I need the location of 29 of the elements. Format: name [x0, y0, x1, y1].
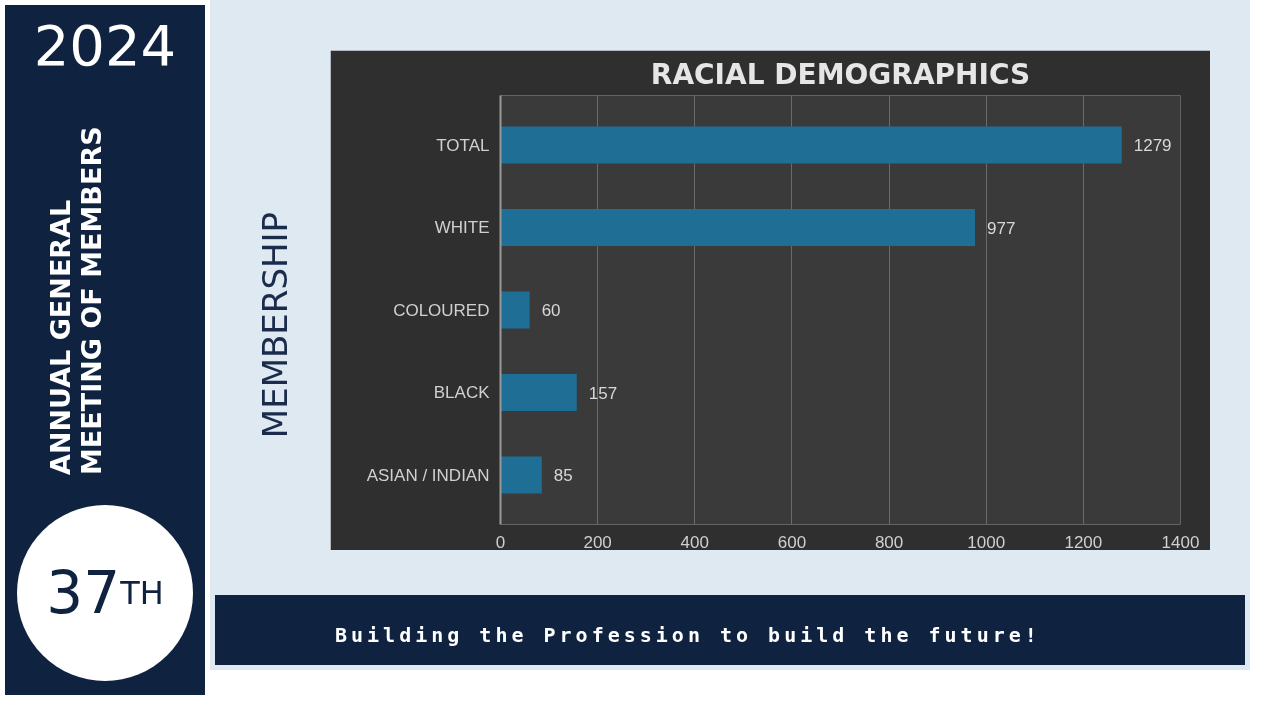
data-label: 157 — [588, 383, 618, 403]
y-tick-label: WHITE — [434, 218, 490, 237]
data-label: 977 — [987, 218, 1016, 238]
x-tick-label: 0 — [495, 532, 506, 552]
x-tick-label: 1200 — [1064, 532, 1103, 552]
text: 37$^{TH}$ — [17, 505, 193, 681]
x-tick-label: 800 — [874, 532, 904, 552]
bar — [500, 126, 1122, 164]
x-tick-label: 1400 — [1161, 532, 1200, 552]
x-tick-label: 600 — [777, 532, 807, 552]
data-label: 60 — [541, 301, 561, 320]
bar — [500, 456, 542, 494]
text: Building the Profession to build the future! — [334, 622, 1041, 647]
bar — [500, 291, 530, 329]
y-tick-label: COLOURED — [393, 300, 490, 320]
y-tick-label: TOTAL — [436, 135, 490, 155]
text: MEMBERSHIP — [255, 210, 295, 441]
bar — [500, 208, 976, 247]
data-label: 85 — [553, 466, 573, 485]
text: 2024 — [32, 13, 178, 78]
x-tick-label: 400 — [680, 532, 709, 552]
y-tick-label: ASIAN / INDIAN — [366, 465, 490, 485]
x-tick-label: 200 — [583, 532, 612, 552]
text: ANNUAL GENERAL MEETING OF MEMBERS — [45, 125, 108, 475]
chart-title: RACIAL DEMOGRAPHICS — [650, 57, 1031, 91]
x-tick-label: 1000 — [967, 532, 1006, 552]
data-label: 1279 — [1133, 136, 1172, 155]
y-tick-label: BLACK — [433, 383, 491, 402]
bar — [500, 373, 577, 412]
